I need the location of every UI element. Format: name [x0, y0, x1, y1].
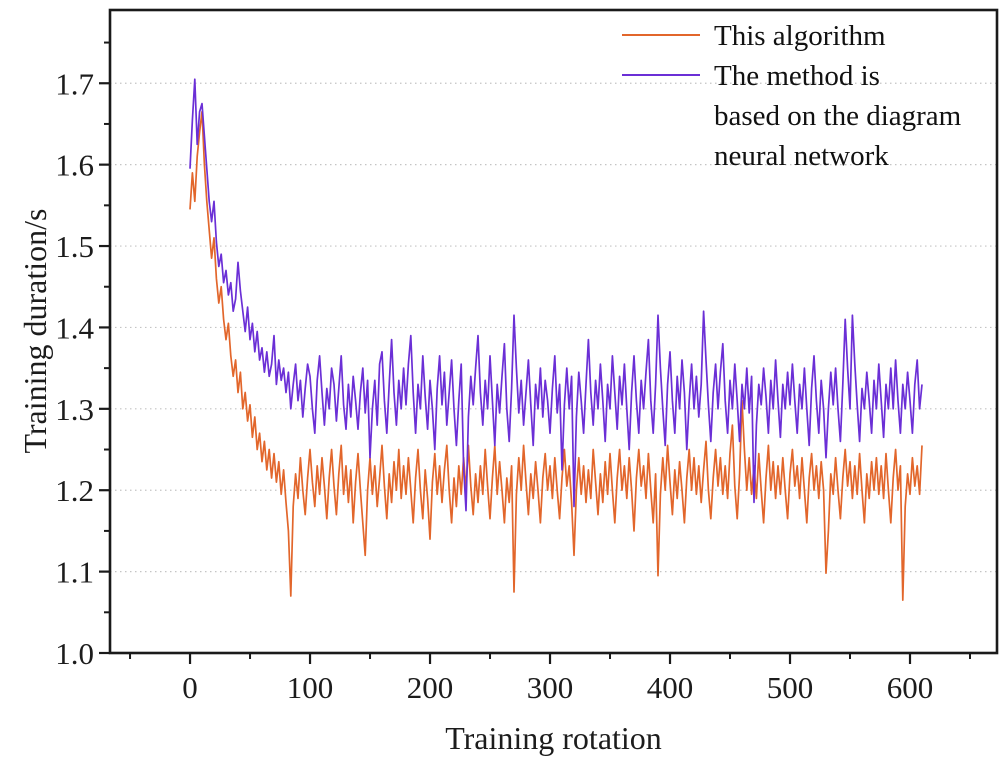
- y-tick-label: 1.0: [55, 636, 94, 671]
- series-line-1: [189, 110, 923, 601]
- legend-label-1: This algorithm: [714, 20, 886, 52]
- x-tick-label: 0: [182, 670, 198, 705]
- x-tick-label: 200: [407, 670, 454, 705]
- y-tick-label: 1.3: [55, 392, 94, 427]
- x-tick-label: 300: [527, 670, 574, 705]
- y-tick-label: 1.4: [55, 310, 94, 345]
- legend-entry-2: The method is based on the diagram neura…: [622, 56, 961, 176]
- y-tick-label: 1.7: [55, 66, 94, 101]
- y-tick-label: 1.5: [55, 229, 94, 264]
- y-tick-label: 1.1: [55, 555, 94, 590]
- series-line-2: [189, 78, 923, 512]
- legend-swatch-1: [622, 34, 700, 36]
- y-tick-label: 1.2: [55, 473, 94, 508]
- legend-entry-1: This algorithm: [622, 16, 961, 56]
- x-tick-label: 100: [287, 670, 334, 705]
- x-tick-label: 500: [767, 670, 814, 705]
- legend-label-2: The method is based on the diagram neura…: [714, 60, 962, 172]
- legend: This algorithm The method is based on the…: [622, 16, 961, 176]
- x-axis-title: Training rotation: [445, 720, 662, 756]
- x-tick-label: 400: [647, 670, 694, 705]
- y-axis-title: Training duration/s: [17, 208, 53, 454]
- x-tick-label: 600: [887, 670, 934, 705]
- legend-swatch-2: [622, 74, 700, 76]
- y-tick-label: 1.6: [55, 148, 94, 183]
- plot-border: [108, 8, 999, 655]
